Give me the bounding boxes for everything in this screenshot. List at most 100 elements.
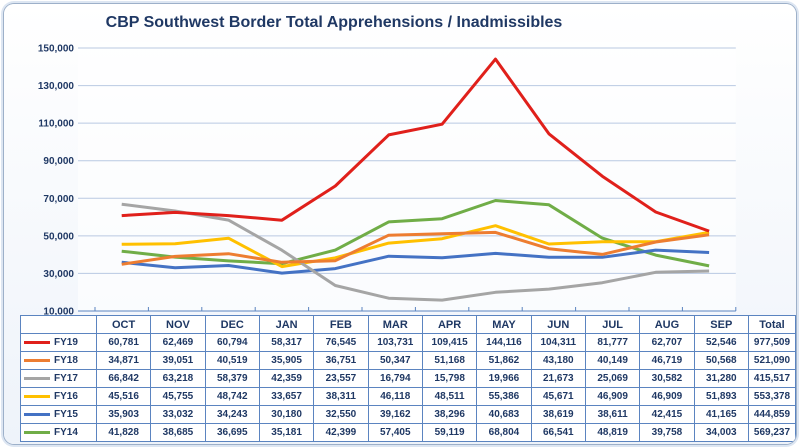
series-name: FY15	[54, 409, 78, 420]
data-label: 68,804	[476, 423, 532, 442]
data-label: 58,317	[258, 333, 315, 352]
data-label: 60,794	[204, 333, 260, 352]
x-category-label: NOV	[150, 315, 206, 334]
table-header-row: OCT NOV DEC JAN FEB MAR APR MAY JUN JUL AUG SEP Tota…	[20, 315, 796, 334]
x-category-label: AUG	[639, 315, 695, 334]
data-label: 62,469	[150, 333, 206, 352]
series-name: FY14	[54, 427, 78, 438]
data-label: 38,619	[530, 405, 586, 424]
data-label: 52,546	[693, 333, 749, 352]
data-label: 35,903	[95, 405, 152, 424]
table-row: FY18 34,871 39,051 40,519 35,905 36,751 50,347…	[20, 351, 796, 370]
data-label: 45,516	[95, 387, 152, 406]
data-label: 60,781	[95, 333, 152, 352]
chart-frame: CBP Southwest Border Total Apprehensions…	[4, 4, 796, 444]
data-label: 57,405	[367, 423, 423, 442]
data-label: 50,347	[367, 351, 423, 370]
data-label: 38,611	[584, 405, 641, 424]
data-label: 43,180	[530, 351, 586, 370]
y-tick-label: 90,000	[43, 156, 74, 167]
data-label: 40,683	[476, 405, 532, 424]
data-label: 41,165	[693, 405, 749, 424]
data-label: 51,893	[693, 387, 749, 406]
data-label: 46,909	[584, 387, 641, 406]
x-category-label: JAN	[258, 315, 315, 334]
data-label: 46,118	[367, 387, 423, 406]
data-label: 76,545	[313, 333, 369, 352]
table-row: FY16 45,516 45,755 48,742 33,657 38,311 46,118…	[20, 387, 796, 406]
legend-swatch	[24, 430, 50, 434]
legend-entry: FY16	[20, 387, 97, 406]
data-label: 38,311	[313, 387, 369, 406]
series-line-fy15	[121, 248, 710, 275]
legend-entry: FY14	[20, 423, 97, 442]
data-label: 109,415	[421, 333, 478, 352]
data-label: 103,731	[367, 333, 423, 352]
data-label: 35,905	[258, 351, 315, 370]
series-name: FY17	[54, 373, 78, 384]
data-label: 48,819	[584, 423, 641, 442]
y-tick-label: 130,000	[38, 81, 75, 92]
data-label: 34,871	[95, 351, 152, 370]
data-table: OCT NOV DEC JAN FEB MAR APR MAY JUN JUL AUG SEP Tota…	[20, 315, 796, 442]
data-label: 45,755	[150, 387, 206, 406]
data-label: 40,149	[584, 351, 641, 370]
data-label: 42,415	[639, 405, 695, 424]
y-tick-label: 150,000	[38, 44, 75, 55]
table-row: FY17 66,842 63,218 58,379 42,359 23,557 16,794…	[20, 369, 796, 388]
data-label: 40,519	[204, 351, 260, 370]
table-row: FY14 41,828 38,685 36,695 35,181 42,399 57,405…	[20, 423, 796, 442]
table-corner-cell	[20, 315, 97, 334]
x-category-label: MAR	[367, 315, 423, 334]
data-label: 32,550	[313, 405, 369, 424]
data-label: 81,777	[584, 333, 641, 352]
series-total: 444,859	[747, 405, 796, 424]
data-label: 31,280	[693, 369, 749, 388]
data-label: 50,568	[693, 351, 749, 370]
legend-entry: FY15	[20, 405, 97, 424]
data-label: 23,557	[313, 369, 369, 388]
line-chart: 10,000 30,000 50,000 70,000 90,000 110,000 130…	[38, 42, 737, 318]
x-category-label: SEP	[693, 315, 749, 334]
data-label: 46,909	[639, 387, 695, 406]
data-label: 48,742	[204, 387, 260, 406]
legend-swatch	[24, 376, 50, 380]
data-label: 104,311	[530, 333, 586, 352]
y-tick-label: 50,000	[43, 231, 74, 242]
x-category-label: OCT	[95, 315, 152, 334]
chart-title: CBP Southwest Border Total Apprehensions…	[105, 14, 563, 31]
series-line-fy17	[121, 202, 710, 302]
x-category-label: MAY	[476, 315, 532, 334]
data-label: 62,707	[639, 333, 695, 352]
data-label: 48,511	[421, 387, 478, 406]
data-label: 42,399	[313, 423, 369, 442]
x-category-label: JUL	[584, 315, 641, 334]
series-name: FY18	[54, 355, 78, 366]
series-total: 415,517	[747, 369, 796, 388]
data-label: 34,243	[204, 405, 260, 424]
data-label: 38,296	[421, 405, 478, 424]
data-label: 39,051	[150, 351, 206, 370]
data-label: 21,673	[530, 369, 586, 388]
data-label: 19,966	[476, 369, 532, 388]
data-label: 63,218	[150, 369, 206, 388]
series-name: FY16	[54, 391, 78, 402]
data-label: 55,386	[476, 387, 532, 406]
data-label: 41,828	[95, 423, 152, 442]
plot-area	[78, 42, 736, 311]
x-category-label: APR	[421, 315, 478, 334]
data-label: 36,695	[204, 423, 260, 442]
data-label: 36,751	[313, 351, 369, 370]
data-label: 25,069	[584, 369, 641, 388]
series-name: FY19	[54, 337, 78, 348]
series-line-fy16	[121, 224, 710, 269]
data-label: 58,379	[204, 369, 260, 388]
y-tick-label: 30,000	[43, 269, 74, 280]
table-row: FY15 35,903 33,032 34,243 30,180 32,550 39,162…	[20, 405, 796, 424]
data-label: 33,032	[150, 405, 206, 424]
data-label: 38,685	[150, 423, 206, 442]
data-label: 16,794	[367, 369, 423, 388]
data-label: 66,842	[95, 369, 152, 388]
data-label: 30,180	[258, 405, 315, 424]
y-tick-label: 110,000	[38, 119, 74, 130]
